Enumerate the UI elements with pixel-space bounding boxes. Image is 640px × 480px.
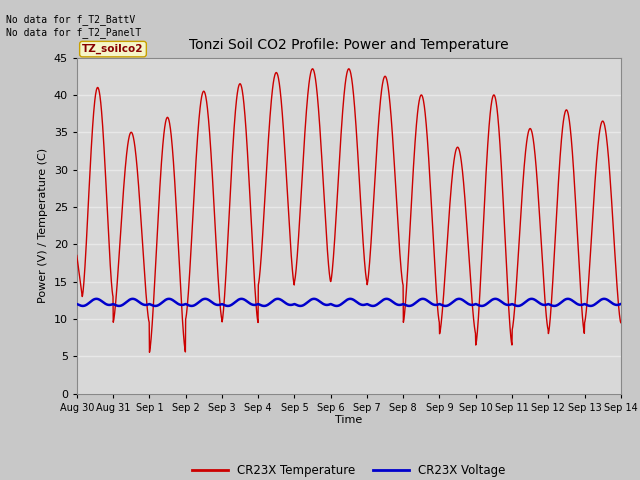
Y-axis label: Power (V) / Temperature (C): Power (V) / Temperature (C): [38, 148, 48, 303]
Text: TZ_soilco2: TZ_soilco2: [82, 44, 144, 54]
Title: Tonzi Soil CO2 Profile: Power and Temperature: Tonzi Soil CO2 Profile: Power and Temper…: [189, 38, 509, 52]
Legend: CR23X Temperature, CR23X Voltage: CR23X Temperature, CR23X Voltage: [188, 459, 510, 480]
X-axis label: Time: Time: [335, 415, 362, 425]
Text: No data for f_T2_BattV
No data for f_T2_PanelT: No data for f_T2_BattV No data for f_T2_…: [6, 14, 141, 38]
